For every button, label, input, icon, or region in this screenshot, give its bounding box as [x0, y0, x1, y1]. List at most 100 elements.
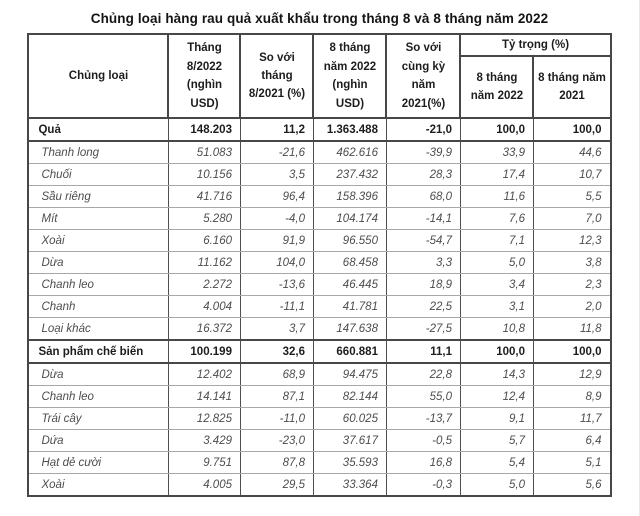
row-label: Xoài	[27, 473, 169, 497]
table-row: Mít 5.280 -4,0 104.174 -14,1 7,6 7,0	[27, 207, 612, 231]
row-value: 3,4	[459, 273, 534, 297]
table-body: Quả 148.203 11,2 1.363.488 -21,0 100,0 100,0 Th…	[27, 117, 612, 497]
row-value: 29,5	[239, 473, 314, 497]
row-value: -0,5	[385, 429, 461, 453]
row-value: -23,0	[239, 429, 314, 453]
row-label: Dứa	[27, 429, 169, 453]
table-row: Thanh long 51.083 -21,6 462.616 -39,9 33,9 44,…	[27, 140, 612, 165]
row-value: 9.751	[167, 451, 241, 475]
row-value: 7,0	[532, 207, 612, 231]
table-row: Chanh leo 14.141 87,1 82.144 55,0 12,4 8,9	[27, 385, 612, 409]
table-title: Chủng loại hàng rau quả xuất khẩu trong …	[90, 11, 549, 26]
row-value: 12.825	[167, 407, 241, 431]
row-value: 10,8	[459, 317, 534, 341]
row-value: 87,1	[239, 385, 314, 409]
row-value: 5,0	[459, 473, 534, 497]
row-value: 96,4	[239, 185, 314, 209]
row-value: 3,1	[459, 295, 534, 319]
row-value: 5,1	[532, 451, 612, 475]
row-value: 100.199	[167, 339, 241, 365]
row-value: -13,6	[239, 273, 314, 297]
table-row: Chanh leo 2.272 -13,6 46.445 18,9 3,4 2,3	[27, 273, 612, 297]
row-value: 33.364	[312, 473, 387, 497]
row-value: 158.396	[312, 185, 387, 209]
row-value: 2,0	[532, 295, 612, 319]
row-label: Thanh long	[27, 140, 169, 165]
row-value: 87,8	[239, 451, 314, 475]
row-value: 37.617	[312, 429, 387, 453]
row-value: 12,3	[532, 229, 612, 253]
row-value: 660.881	[312, 339, 387, 365]
table-header: Chủng loại Tháng 8/2022 (nghìn USD) So v…	[27, 32, 612, 120]
row-value: 16,8	[385, 451, 461, 475]
row-value: 7,6	[459, 207, 534, 231]
row-value: 12.402	[167, 362, 241, 387]
row-value: 12,4	[459, 385, 534, 409]
row-value: 1.363.488	[312, 117, 387, 143]
table-row: Chanh 4.004 -11,1 41.781 22,5 3,1 2,0	[27, 295, 612, 319]
row-label: Dừa	[27, 251, 169, 275]
table-row: Sầu riêng 41.716 96,4 158.396 68,0 11,6 5,5	[27, 185, 612, 209]
row-value: 68.458	[312, 251, 387, 275]
row-value: 14.141	[167, 385, 241, 409]
row-value: 46.445	[312, 273, 387, 297]
header-ytd-value: 8 tháng năm 2022 (nghìn USD)	[312, 32, 388, 120]
row-value: 100,0	[459, 117, 534, 143]
header-month-value: Tháng 8/2022 (nghìn USD)	[167, 32, 242, 120]
row-value: 3.429	[167, 429, 241, 453]
header-month-change: So với tháng 8/2021 (%)	[239, 32, 315, 120]
row-value: -0,3	[385, 473, 461, 497]
row-value: 14,3	[459, 362, 534, 387]
header-share-2021: 8 tháng năm 2021	[532, 55, 612, 120]
row-value: 51.083	[167, 140, 241, 165]
row-value: 11,7	[532, 407, 612, 431]
row-value: 91,9	[239, 229, 314, 253]
table-row: Dứa 3.429 -23,0 37.617 -0,5 5,7 6,4	[27, 429, 612, 453]
table-row: Dừa 12.402 68,9 94.475 22,8 14,3 12,9	[27, 362, 612, 387]
header-category: Chủng loại	[27, 32, 170, 120]
row-value: 11,8	[532, 317, 612, 341]
row-value: 41.781	[312, 295, 387, 319]
row-value: 22,8	[385, 362, 461, 387]
row-value: 5,0	[459, 251, 534, 275]
row-value: 8,9	[532, 385, 612, 409]
row-value: 104,0	[239, 251, 314, 275]
table-row: Loại khác 16.372 3,7 147.638 -27,5 10,8 11,8	[27, 317, 612, 341]
row-label: Loại khác	[27, 317, 169, 341]
row-value: -11,0	[239, 407, 314, 431]
row-value: 104.174	[312, 207, 387, 231]
table-row: Trái cây 12.825 -11,0 60.025 -13,7 9,1 11,7	[27, 407, 612, 431]
row-value: -54,7	[385, 229, 461, 253]
row-value: 462.616	[312, 140, 387, 165]
row-label: Dừa	[27, 362, 169, 387]
row-label: Trái cây	[27, 407, 169, 431]
row-value: 96.550	[312, 229, 387, 253]
row-value: 5,4	[459, 451, 534, 475]
row-label: Chanh	[27, 295, 169, 319]
row-value: 11,6	[459, 185, 534, 209]
row-value: 100,0	[459, 339, 534, 365]
row-value: 10,7	[532, 163, 612, 187]
row-value: 11.162	[167, 251, 241, 275]
row-value: 94.475	[312, 362, 387, 387]
row-label: Quả	[27, 117, 169, 143]
row-value: 33,9	[459, 140, 534, 165]
row-value: 2,3	[532, 273, 612, 297]
row-value: 11,2	[239, 117, 314, 143]
row-value: 5,7	[459, 429, 534, 453]
row-label: Hạt dẻ cười	[27, 451, 169, 475]
row-value: 100,0	[532, 339, 612, 365]
row-value: 68,9	[239, 362, 314, 387]
row-value: 11,1	[385, 339, 461, 365]
row-label: Chuối	[27, 163, 169, 187]
row-value: -39,9	[385, 140, 461, 165]
row-label: Chanh leo	[27, 273, 169, 297]
row-value: 3,3	[385, 251, 461, 275]
header-share-2022: 8 tháng năm 2022	[459, 55, 535, 120]
row-value: 3,7	[239, 317, 314, 341]
export-data-table: Chủng loại Tháng 8/2022 (nghìn USD) So v…	[27, 32, 612, 498]
row-label: Sản phẩm chế biến	[27, 339, 169, 365]
row-value: 9,1	[459, 407, 534, 431]
row-value: 3,5	[239, 163, 314, 187]
